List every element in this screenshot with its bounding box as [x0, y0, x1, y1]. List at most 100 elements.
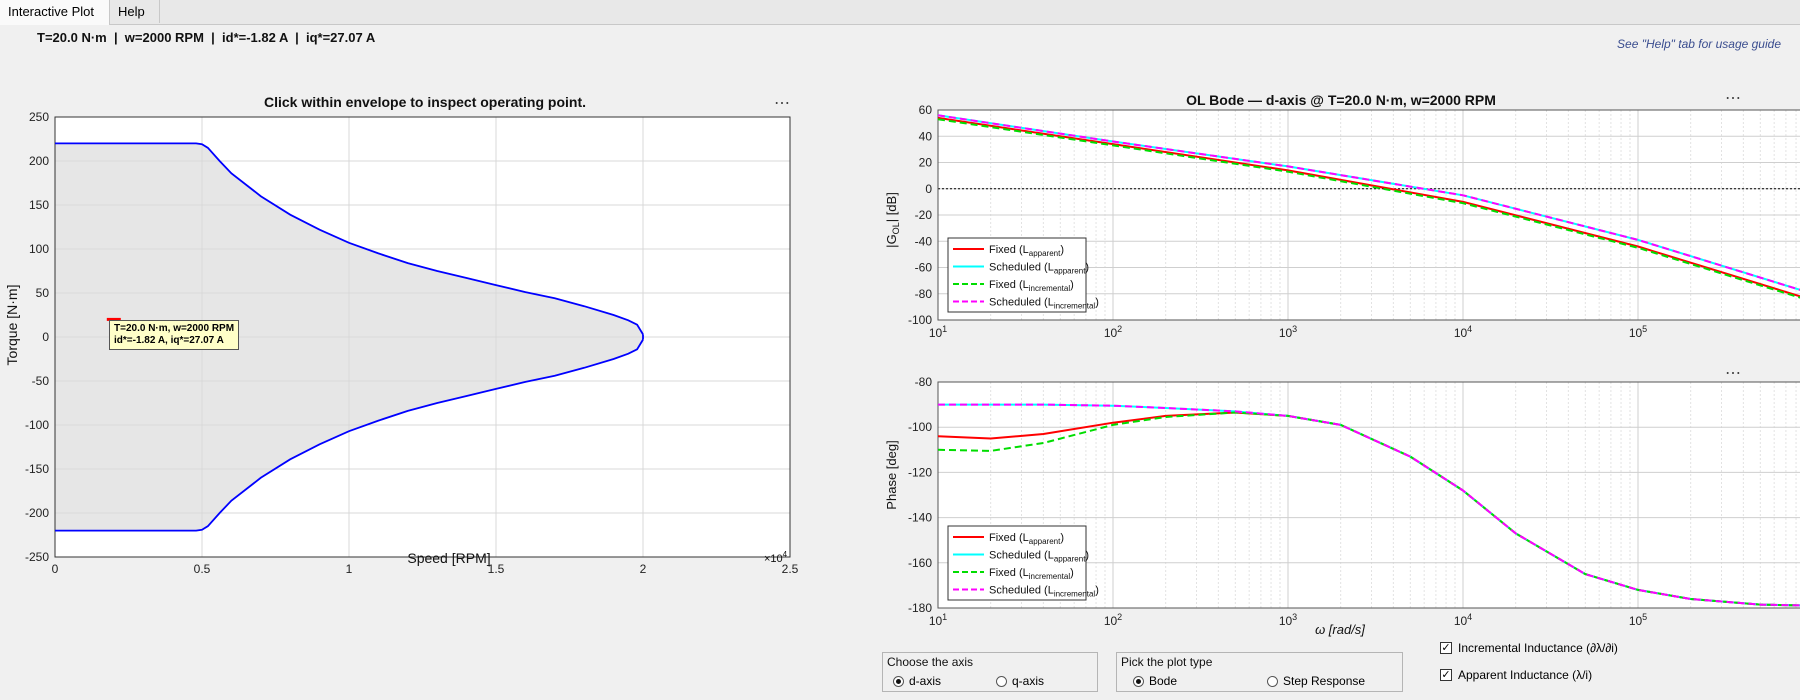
bode-phase-plot[interactable]: Phase [deg] ω [rad/s] -80 -100 -120 -140 -16…	[870, 365, 1800, 645]
phase-legend-entry: Fixed (Lincremental)	[989, 567, 1074, 581]
phase-xtick-label: 101	[929, 612, 947, 628]
left-ytick-label: 150	[29, 198, 49, 212]
radio-step-response[interactable]: Step Response	[1267, 673, 1365, 689]
left-ytick-label: -50	[32, 374, 50, 388]
mag-xtick-label: 101	[929, 324, 947, 340]
mag-ytick-label: -80	[915, 287, 933, 301]
plot-type-group-title: Pick the plot type	[1121, 655, 1213, 669]
left-ytick-label: -200	[25, 506, 49, 520]
mag-xtick-label: 103	[1279, 324, 1297, 340]
mag-xtick-label: 102	[1104, 324, 1122, 340]
left-x-exponent: ×104	[764, 550, 788, 565]
radio-d-axis-label: d-axis	[909, 674, 942, 688]
phase-legend-entry: Scheduled (Lapparent)	[989, 550, 1089, 564]
phase-ytick-label: -80	[915, 375, 933, 389]
lower-envelope-line	[55, 339, 644, 532]
checkbox-incremental-inductance[interactable]: ✓ Incremental Inductance (∂λ/∂i)	[1440, 641, 1618, 655]
bode-magnitude-plot[interactable]: OL Bode — d-axis @ T=20.0 N·m, w=2000 RP…	[870, 90, 1800, 345]
radio-step-response-label: Step Response	[1283, 674, 1366, 688]
phase-ytick-label: -160	[908, 556, 932, 570]
mag-ytick-label: 60	[919, 103, 933, 117]
left-ytick-label: 250	[29, 110, 49, 124]
left-ytick-label: 100	[29, 242, 49, 256]
mag-legend-entry: Scheduled (Lapparent)	[989, 262, 1089, 276]
plot-type-group: Pick the plot type Bode Step Response	[1116, 652, 1403, 692]
mag-legend	[947, 237, 1087, 313]
left-xtick-label: 0.5	[194, 562, 211, 576]
mag-ylabel: |GOL| [dB]	[884, 192, 901, 248]
mag-ytick-label: 40	[919, 129, 933, 143]
mag-series-0	[937, 116, 1800, 298]
radio-q-axis-label: q-axis	[1012, 674, 1045, 688]
mag-xtick-label: 105	[1629, 324, 1647, 340]
mag-legend-entry: Fixed (Lapparent)	[989, 244, 1064, 258]
phase-plot-menu-icon[interactable]: ⋯	[1725, 365, 1742, 382]
left-ylabel: Torque [N·m]	[4, 285, 20, 366]
left-plot-menu-icon[interactable]: ⋯	[774, 95, 791, 112]
radio-bode[interactable]: Bode	[1133, 673, 1177, 689]
radio-bode-indicator[interactable]	[1133, 675, 1144, 687]
mag-ytick-label: 20	[919, 156, 933, 170]
mag-series-3	[937, 114, 1800, 291]
phase-ylabel: Phase [deg]	[884, 440, 899, 509]
phase-xlabel: ω [rad/s]	[1315, 622, 1365, 637]
left-ytick-label: -150	[25, 462, 49, 476]
phase-xtick-label: 104	[1454, 612, 1472, 628]
radio-d-axis-indicator[interactable]	[893, 675, 904, 687]
tab-bar: Interactive Plot Help	[0, 0, 1800, 25]
mag-legend-entry: Scheduled (Lincremental)	[989, 297, 1099, 311]
bode-title: OL Bode — d-axis @ T=20.0 N·m, w=2000 RP…	[1186, 92, 1496, 108]
mag-ytick-label: -20	[915, 208, 933, 222]
radio-bode-label: Bode	[1149, 674, 1178, 688]
checkbox-apparent-inductance[interactable]: ✓ Apparent Inductance (λ/i)	[1440, 668, 1592, 682]
mag-legend-entry: Fixed (Lincremental)	[989, 279, 1074, 293]
tooltip-line-2: id*=-1.82 A, iq*=27.07 A	[114, 335, 224, 346]
tab-interactive-plot[interactable]: Interactive Plot	[0, 0, 110, 25]
mag-xtick-label: 104	[1454, 324, 1472, 340]
left-ytick-label: -250	[25, 550, 49, 564]
upper-envelope-line	[55, 142, 644, 335]
checkbox-apparent-label: Apparent Inductance (λ/i)	[1458, 668, 1593, 682]
left-xtick-label: 2.5	[782, 562, 799, 576]
left-plot-title: Click within envelope to inspect operati…	[264, 94, 586, 110]
left-xtick-label: 1	[346, 562, 353, 576]
radio-q-axis-indicator[interactable]	[996, 675, 1007, 687]
tooltip-line-1: T=20.0 N·m, w=2000 RPM	[114, 323, 235, 334]
mag-ytick-label: -60	[915, 261, 933, 275]
checkbox-apparent-box[interactable]: ✓	[1440, 669, 1452, 681]
mag-ytick-label: -40	[915, 234, 933, 248]
radio-q-axis[interactable]: q-axis	[996, 673, 1044, 689]
left-plot-border	[54, 116, 791, 558]
status-line: T=20.0 N·m | w=2000 RPM | id*=-1.82 A | …	[37, 30, 376, 45]
axis-group: Choose the axis d-axis q-axis	[882, 652, 1098, 692]
phase-ytick-label: -120	[908, 465, 932, 479]
left-xtick-label: 1.5	[488, 562, 505, 576]
tab-help[interactable]: Help	[110, 0, 160, 23]
checkbox-incremental-box[interactable]: ✓	[1440, 642, 1452, 654]
phase-border	[937, 381, 1800, 609]
mag-border	[937, 109, 1800, 321]
left-xtick-label: 0	[52, 562, 59, 576]
phase-xtick-label: 105	[1629, 612, 1647, 628]
phase-legend-entry: Fixed (Lapparent)	[989, 532, 1064, 546]
phase-xtick-label: 102	[1104, 612, 1122, 628]
phase-ytick-label: -100	[908, 420, 932, 434]
left-ytick-label: 50	[36, 286, 50, 300]
radio-step-response-indicator[interactable]	[1267, 675, 1278, 687]
mag-plot-menu-icon[interactable]: ⋯	[1725, 90, 1742, 107]
left-ytick-label: -100	[25, 418, 49, 432]
left-ytick-label: 200	[29, 154, 49, 168]
phase-legend-entry: Scheduled (Lincremental)	[989, 585, 1099, 599]
left-xtick-label: 2	[640, 562, 647, 576]
left-ytick-label: 0	[42, 330, 49, 344]
phase-ytick-label: -180	[908, 601, 932, 615]
phase-xtick-label: 103	[1279, 612, 1297, 628]
left-xlabel: Speed [RPM]	[407, 550, 490, 566]
mag-series-2	[937, 118, 1800, 299]
phase-legend	[947, 525, 1087, 601]
help-hint: See "Help" tab for usage guide	[1617, 37, 1781, 51]
phase-ytick-label: -140	[908, 511, 932, 525]
radio-d-axis[interactable]: d-axis	[893, 673, 941, 689]
checkbox-incremental-label: Incremental Inductance (∂λ/∂i)	[1458, 641, 1618, 655]
operating-point-tooltip: T=20.0 N·m, w=2000 RPM id*=-1.82 A, iq*=…	[109, 320, 240, 350]
